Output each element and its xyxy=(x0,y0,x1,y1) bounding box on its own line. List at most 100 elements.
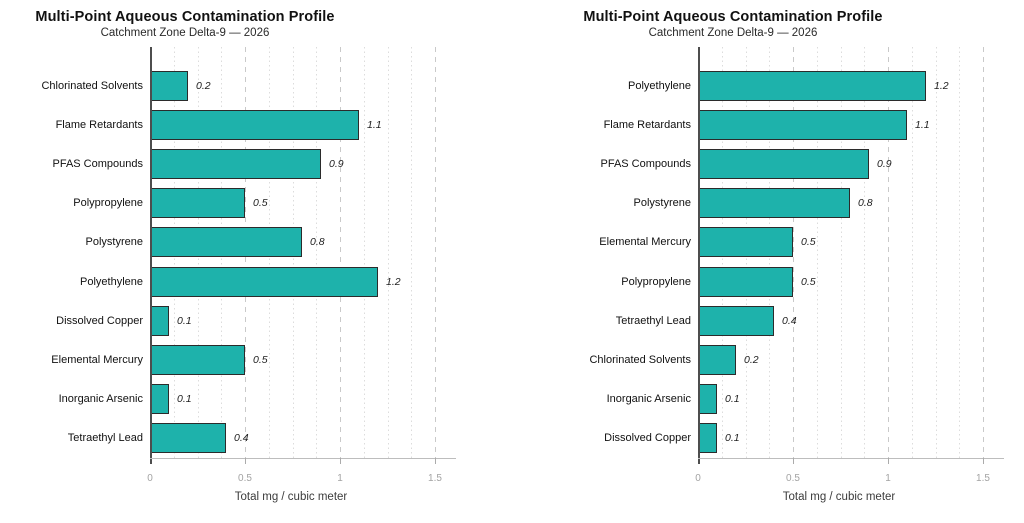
bar xyxy=(698,422,717,453)
bar xyxy=(150,110,359,141)
gridline-major xyxy=(793,47,794,458)
x-axis-label: Total mg / cubic meter xyxy=(782,491,896,503)
value-label: 0.5 xyxy=(801,275,816,288)
x-tick-mark xyxy=(793,458,794,464)
x-tick-mark xyxy=(888,458,889,464)
bar xyxy=(150,266,378,297)
x-tick-label: 1.5 xyxy=(976,473,990,484)
bar xyxy=(150,383,169,414)
gridline-minor xyxy=(840,47,842,458)
value-label: 0.2 xyxy=(196,80,211,92)
category-label: Dissolved Copper xyxy=(56,314,143,327)
category-label: Elemental Mercury xyxy=(51,353,143,366)
plot-area: 0.2 1.1 0.9 0.5 0.8 1.2 0.1 0.5 0.1 0.4 xyxy=(150,47,456,458)
bar xyxy=(698,344,736,375)
x-tick-label: 1.5 xyxy=(428,473,442,484)
gridline-minor xyxy=(387,47,389,458)
category-label: Polypropylene xyxy=(621,275,691,288)
bar xyxy=(698,227,793,258)
value-label: 1.2 xyxy=(934,80,949,92)
gridline-major xyxy=(340,47,341,458)
x-tick-label: 0.5 xyxy=(238,473,252,484)
category-label: Polystyrene xyxy=(633,197,691,210)
x-tick-label: 1 xyxy=(337,473,343,484)
category-label: PFAS Compounds xyxy=(52,158,144,171)
chart-panel-sorted: Multi-Point Aqueous Contamination Profil… xyxy=(512,0,1024,523)
gridline-minor xyxy=(935,47,937,458)
value-label: 0.1 xyxy=(725,392,740,405)
gridline-minor xyxy=(363,47,365,458)
x-tick-mark xyxy=(340,458,341,464)
bar xyxy=(150,344,245,375)
value-label: 1.1 xyxy=(367,119,382,132)
plot-area: 1.2 1.1 0.9 0.8 0.5 0.5 0.4 0.2 0.1 0.1 xyxy=(698,47,1004,458)
gridline-major xyxy=(435,47,436,458)
gridline-minor xyxy=(316,47,318,458)
x-axis-spine xyxy=(150,458,456,459)
gridline-minor xyxy=(959,47,961,458)
bar xyxy=(698,266,793,297)
bar xyxy=(698,188,850,219)
gridline-minor xyxy=(911,47,913,458)
x-tick-label: 0 xyxy=(695,473,701,484)
category-label: Inorganic Arsenic xyxy=(58,392,143,405)
y-axis-spine xyxy=(698,47,700,464)
bar xyxy=(150,71,188,101)
bar xyxy=(150,422,226,453)
category-label: PFAS Compounds xyxy=(600,158,692,171)
category-label: Dissolved Copper xyxy=(604,431,691,444)
bar xyxy=(698,305,774,336)
bar xyxy=(150,227,302,258)
bar xyxy=(150,305,169,336)
category-label: Chlorinated Solvents xyxy=(589,353,691,366)
x-tick-label: 0 xyxy=(147,473,153,484)
category-label: Chlorinated Solvents xyxy=(41,80,143,92)
category-label: Polystyrene xyxy=(85,236,143,249)
category-label: Elemental Mercury xyxy=(599,236,691,249)
value-label: 0.5 xyxy=(253,353,268,366)
x-axis-spine xyxy=(698,458,1004,459)
value-label: 0.4 xyxy=(782,314,797,327)
value-label: 0.9 xyxy=(877,158,892,171)
value-label: 0.2 xyxy=(744,353,759,366)
chart-title: Multi-Point Aqueous Contamination Profil… xyxy=(35,9,335,25)
category-label: Flame Retardants xyxy=(603,119,691,132)
x-tick-label: 0.5 xyxy=(786,473,800,484)
value-label: 0.9 xyxy=(329,158,344,171)
value-label: 0.5 xyxy=(801,236,816,249)
value-label: 0.8 xyxy=(858,197,873,210)
value-label: 1.2 xyxy=(386,275,401,288)
value-label: 0.5 xyxy=(253,197,268,210)
value-label: 0.1 xyxy=(177,314,192,327)
value-label: 0.1 xyxy=(177,392,192,405)
category-label: Inorganic Arsenic xyxy=(606,392,691,405)
value-label: 1.1 xyxy=(915,119,930,132)
x-tick-mark xyxy=(983,458,984,464)
bar xyxy=(150,188,245,219)
category-label: Polypropylene xyxy=(73,197,143,210)
bar xyxy=(698,383,717,414)
gridline-minor xyxy=(411,47,413,458)
value-label: 0.1 xyxy=(725,431,740,444)
value-label: 0.4 xyxy=(234,431,249,444)
x-axis-label: Total mg / cubic meter xyxy=(234,491,348,503)
category-label: Tetraethyl Lead xyxy=(615,314,691,327)
gridline-minor xyxy=(864,47,866,458)
bar xyxy=(150,149,321,180)
x-tick-mark xyxy=(435,458,436,464)
x-tick-mark xyxy=(245,458,246,464)
chart-subtitle: Catchment Zone Delta-9 — 2026 xyxy=(648,27,818,39)
category-label: Polyethylene xyxy=(628,80,691,92)
y-axis-spine xyxy=(150,47,152,464)
category-label: Flame Retardants xyxy=(55,119,143,132)
chart-panel-unsorted: Multi-Point Aqueous Contamination Profil… xyxy=(35,9,456,503)
bar xyxy=(698,110,907,141)
chart-subtitle: Catchment Zone Delta-9 — 2026 xyxy=(100,27,270,39)
bar xyxy=(698,149,869,180)
bar xyxy=(698,71,926,101)
category-label: Tetraethyl Lead xyxy=(67,431,143,444)
gridline-minor xyxy=(816,47,818,458)
category-label: Polyethylene xyxy=(80,275,143,288)
x-tick-label: 1 xyxy=(885,473,891,484)
